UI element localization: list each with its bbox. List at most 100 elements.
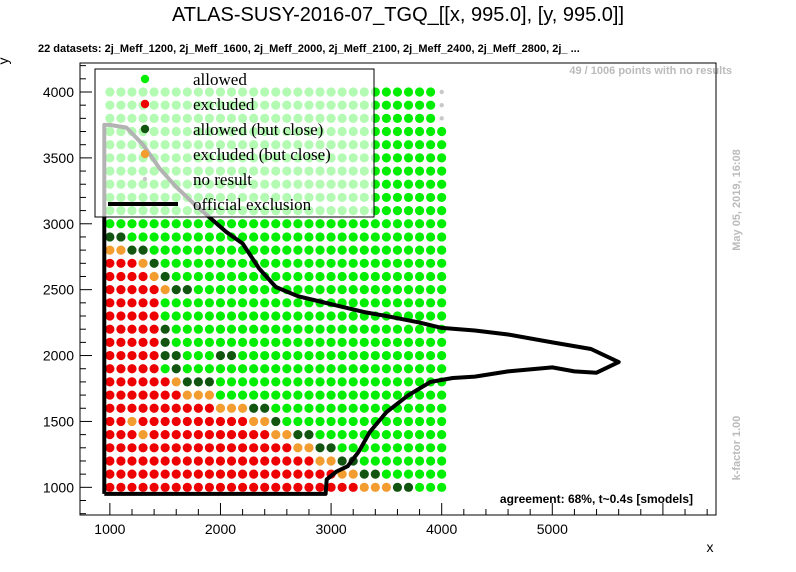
point-allowed	[426, 482, 436, 492]
point-allowed	[237, 285, 248, 295]
point-allowed	[426, 166, 436, 176]
point-allowed-close	[138, 245, 148, 255]
point-allowed	[381, 192, 391, 203]
point-allowed	[337, 285, 347, 295]
point-excluded	[293, 456, 303, 466]
x-tick-label: 1000	[94, 521, 125, 537]
point-allowed	[304, 258, 314, 268]
point-excluded	[182, 443, 192, 453]
point-allowed	[370, 337, 380, 347]
point-allowed	[403, 192, 414, 203]
point-allowed	[381, 245, 391, 255]
point-excluded	[226, 443, 237, 453]
point-excluded	[160, 430, 170, 440]
point-allowed	[226, 390, 237, 400]
point-allowed	[348, 430, 358, 440]
point-allowed	[315, 232, 325, 242]
point-allowed	[193, 337, 203, 347]
point-allowed	[437, 403, 447, 413]
point-excluded	[127, 350, 137, 361]
legend-item-allowed-close: allowed (but close)	[140, 120, 323, 139]
point-excluded	[193, 403, 203, 413]
point-allowed-close	[403, 482, 414, 492]
point-allowed	[392, 192, 403, 203]
point-allowed	[414, 100, 425, 110]
point-allowed	[426, 443, 436, 453]
point-allowed-close	[226, 350, 237, 361]
point-allowed	[414, 337, 425, 347]
point-allowed	[426, 232, 436, 242]
point-allowed	[226, 364, 237, 374]
point-excluded	[204, 403, 215, 413]
point-allowed	[426, 271, 436, 282]
point-allowed	[381, 416, 391, 427]
legend-box	[94, 68, 375, 218]
point-excluded	[204, 430, 215, 440]
point-excluded	[282, 456, 292, 466]
point-allowed	[426, 192, 436, 203]
point-allowed	[414, 311, 425, 321]
point-allowed	[359, 232, 369, 242]
point-excluded	[127, 298, 137, 308]
point-allowed	[337, 390, 347, 400]
agreement-label: agreement: 68%, t~0.4s [smodels]	[500, 492, 693, 506]
point-allowed	[426, 350, 436, 361]
point-excluded	[260, 469, 270, 479]
point-allowed-close	[171, 364, 181, 374]
point-allowed	[204, 285, 215, 295]
point-allowed	[237, 271, 248, 282]
point-allowed	[260, 258, 270, 268]
point-allowed	[370, 232, 380, 242]
point-allowed-close	[370, 469, 380, 479]
point-allowed	[337, 377, 347, 387]
point-allowed	[381, 100, 391, 110]
point-allowed	[392, 245, 403, 255]
point-allowed	[237, 298, 248, 308]
point-allowed	[414, 113, 425, 123]
point-allowed	[282, 364, 292, 374]
point-allowed	[215, 298, 226, 308]
point-allowed	[414, 469, 425, 479]
point-allowed	[337, 403, 347, 413]
point-excluded	[127, 403, 137, 413]
point-excluded-close	[282, 430, 292, 440]
point-allowed	[260, 324, 270, 334]
point-excluded-close	[171, 377, 181, 387]
point-allowed	[392, 100, 403, 110]
point-allowed	[293, 324, 303, 334]
point-allowed	[282, 219, 292, 229]
point-allowed	[337, 364, 347, 374]
point-allowed	[381, 443, 391, 453]
point-allowed	[437, 456, 447, 466]
point-excluded	[127, 390, 137, 400]
point-allowed	[171, 311, 181, 321]
point-allowed	[437, 219, 447, 229]
point-excluded	[171, 430, 181, 440]
point-excluded	[149, 298, 159, 308]
point-no-result	[439, 89, 444, 95]
point-allowed	[304, 219, 314, 229]
point-allowed	[392, 219, 403, 229]
point-allowed	[282, 377, 292, 387]
point-allowed	[204, 232, 215, 242]
point-excluded	[138, 377, 148, 387]
point-excluded-close	[271, 430, 281, 440]
point-allowed-close	[182, 285, 192, 295]
point-excluded	[149, 377, 159, 387]
point-excluded	[260, 456, 270, 466]
point-allowed	[392, 456, 403, 466]
point-allowed	[403, 456, 414, 466]
point-allowed	[426, 126, 436, 137]
point-allowed	[204, 364, 215, 374]
point-allowed	[215, 324, 226, 334]
point-allowed	[403, 100, 414, 110]
point-excluded	[304, 482, 314, 492]
point-allowed	[226, 258, 237, 268]
point-allowed	[304, 285, 314, 295]
point-allowed	[381, 337, 391, 347]
point-allowed	[403, 324, 414, 334]
axes: x y 1000 2000 3000 4000 5000 1000 1500 2000 250…	[0, 58, 717, 555]
point-allowed	[348, 219, 358, 229]
point-excluded	[116, 258, 126, 268]
point-allowed	[215, 271, 226, 282]
